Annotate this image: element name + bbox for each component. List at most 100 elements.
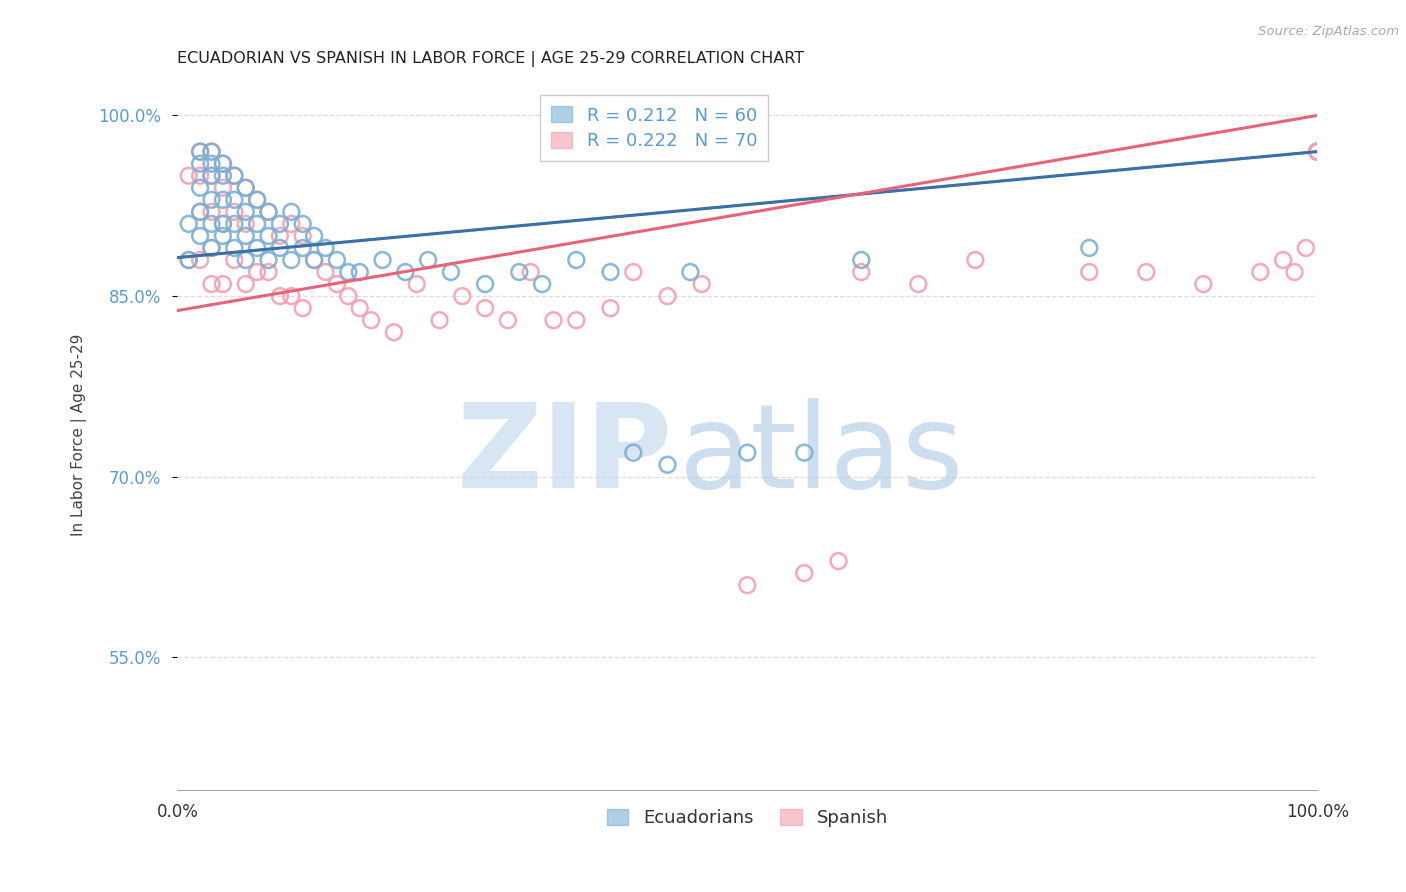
Point xyxy=(621,265,644,279)
Point xyxy=(200,156,222,170)
Point xyxy=(416,252,439,267)
Point xyxy=(1284,265,1306,279)
Point xyxy=(177,252,200,267)
Point xyxy=(212,277,235,291)
Point xyxy=(1249,265,1271,279)
Point xyxy=(1306,145,1329,159)
Point xyxy=(200,277,222,291)
Point xyxy=(188,169,211,183)
Point xyxy=(188,156,211,170)
Point xyxy=(429,313,451,327)
Point xyxy=(257,204,280,219)
Point xyxy=(315,265,337,279)
Point xyxy=(291,217,314,231)
Point xyxy=(349,265,371,279)
Point xyxy=(371,252,394,267)
Point xyxy=(246,241,269,255)
Point xyxy=(302,252,325,267)
Point xyxy=(405,277,427,291)
Point xyxy=(235,180,257,194)
Point xyxy=(621,446,644,460)
Point xyxy=(200,241,222,255)
Point xyxy=(212,217,235,231)
Point xyxy=(326,277,349,291)
Point xyxy=(1192,277,1215,291)
Point xyxy=(1306,145,1329,159)
Point xyxy=(212,156,235,170)
Point xyxy=(224,169,246,183)
Point xyxy=(737,446,759,460)
Text: ECUADORIAN VS SPANISH IN LABOR FORCE | AGE 25-29 CORRELATION CHART: ECUADORIAN VS SPANISH IN LABOR FORCE | A… xyxy=(177,51,804,67)
Point xyxy=(519,265,541,279)
Point xyxy=(188,145,211,159)
Point xyxy=(246,193,269,207)
Point xyxy=(965,252,987,267)
Point xyxy=(188,180,211,194)
Point xyxy=(349,301,371,315)
Point xyxy=(690,277,713,291)
Point xyxy=(907,277,929,291)
Point xyxy=(565,252,588,267)
Point xyxy=(257,265,280,279)
Point xyxy=(257,228,280,243)
Point xyxy=(291,228,314,243)
Point xyxy=(1078,241,1101,255)
Point xyxy=(657,458,679,472)
Point xyxy=(246,193,269,207)
Point xyxy=(793,446,815,460)
Point xyxy=(1135,265,1157,279)
Text: ZIP: ZIP xyxy=(457,399,673,514)
Point xyxy=(246,217,269,231)
Point xyxy=(269,217,291,231)
Point xyxy=(474,301,496,315)
Point xyxy=(200,145,222,159)
Point xyxy=(235,204,257,219)
Point xyxy=(1306,145,1329,159)
Point xyxy=(657,289,679,303)
Text: Source: ZipAtlas.com: Source: ZipAtlas.com xyxy=(1258,25,1399,38)
Point xyxy=(382,325,405,339)
Point xyxy=(212,217,235,231)
Point xyxy=(188,204,211,219)
Point xyxy=(200,204,222,219)
Point xyxy=(269,241,291,255)
Point xyxy=(496,313,519,327)
Point xyxy=(188,228,211,243)
Point xyxy=(1306,145,1329,159)
Point xyxy=(257,204,280,219)
Legend: Ecuadorians, Spanish: Ecuadorians, Spanish xyxy=(599,802,896,834)
Point xyxy=(851,252,873,267)
Point xyxy=(200,193,222,207)
Point xyxy=(280,204,302,219)
Y-axis label: In Labor Force | Age 25-29: In Labor Force | Age 25-29 xyxy=(72,334,87,536)
Point xyxy=(1078,265,1101,279)
Point xyxy=(599,265,621,279)
Point xyxy=(235,277,257,291)
Point xyxy=(394,265,416,279)
Point xyxy=(224,193,246,207)
Point xyxy=(302,228,325,243)
Point xyxy=(200,217,222,231)
Point xyxy=(224,217,246,231)
Point xyxy=(543,313,565,327)
Point xyxy=(737,578,759,592)
Point xyxy=(188,252,211,267)
Point xyxy=(224,252,246,267)
Point xyxy=(280,289,302,303)
Point xyxy=(188,145,211,159)
Point xyxy=(212,193,235,207)
Point xyxy=(599,301,621,315)
Point xyxy=(302,252,325,267)
Point xyxy=(1306,145,1329,159)
Point xyxy=(224,204,246,219)
Point xyxy=(291,301,314,315)
Point xyxy=(269,289,291,303)
Point xyxy=(440,265,463,279)
Point xyxy=(212,169,235,183)
Point xyxy=(291,241,314,255)
Point xyxy=(827,554,849,568)
Point xyxy=(224,169,246,183)
Point xyxy=(1306,145,1329,159)
Point xyxy=(679,265,702,279)
Point xyxy=(200,169,222,183)
